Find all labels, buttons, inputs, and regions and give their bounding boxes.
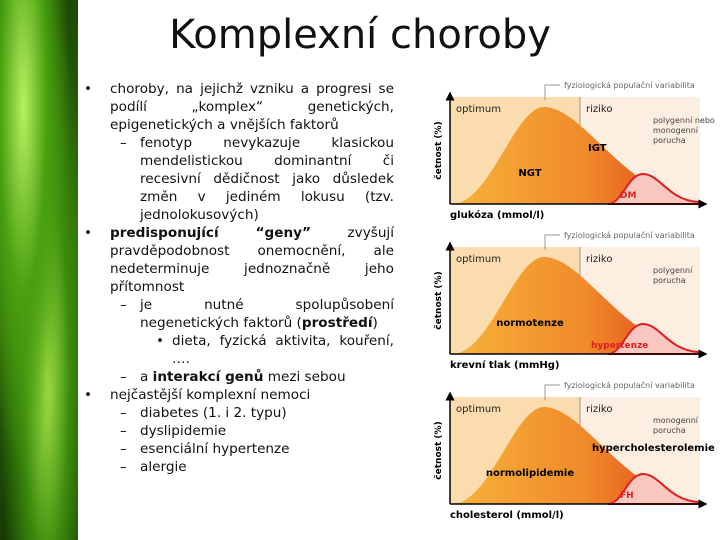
text-run: dieta, fyzická aktivita, kouření, …. [172, 333, 394, 367]
bullet-item: predisponující “geny” zvyšují pravděpodo… [84, 224, 394, 296]
bullet-item: esenciální hypertenze [84, 440, 394, 458]
bullet-item: alergie [84, 458, 394, 476]
variability-pointer [544, 84, 560, 100]
note-label: monogenní porucha [653, 416, 699, 435]
disorder-curve [607, 322, 699, 355]
text-run: diabetes (1. i 2. typu) [140, 405, 287, 421]
variability-pointer [544, 234, 560, 250]
bullet-item: dyslipidemie [84, 422, 394, 440]
bullet-item: a interakcí genů mezi sebou [84, 368, 394, 386]
risk-label: riziko [586, 104, 612, 115]
text-run: alergie [140, 459, 187, 475]
risk-zone-label: hypercholesterolemie [592, 443, 715, 454]
text-run: mezi sebou [263, 369, 346, 385]
disorder-label: hypertenze [591, 341, 648, 351]
bullet-item: fenotyp nevykazuje klasickou mendelistic… [84, 134, 394, 224]
disorder-label: FH [620, 491, 634, 501]
y-axis-label: četnost (%) [433, 121, 444, 179]
bullet-item: choroby, na jejichž vzniku a progresi se… [84, 80, 394, 134]
variability-label: fyziologická populační variabilita [564, 230, 695, 240]
text-run: choroby, na jejichž vzniku a progresi se… [110, 81, 394, 133]
text-run: zvyšují pravděpodobnost onemocnění, ale … [110, 225, 394, 295]
text-run: ) [372, 315, 378, 331]
bullet-item: diabetes (1. i 2. typu) [84, 404, 394, 422]
slide-title: Komplexní choroby [169, 12, 551, 58]
variability-label: fyziologická populační variabilita [564, 80, 695, 90]
risk-zone-label: IGT [588, 143, 607, 154]
variability-pointer [544, 384, 560, 400]
disorder-label: DM [620, 191, 636, 201]
note-label: polygenní nebo monogenní porucha [653, 116, 715, 145]
disorder-curve [607, 172, 699, 205]
main-label: normolipidemie [486, 468, 574, 479]
bullet-item: nejčastější komplexní nemoci [84, 386, 394, 404]
text-run: esenciální hypertenze [140, 441, 290, 457]
text-run: interakcí genů [152, 369, 264, 385]
note-label: polygenní porucha [653, 266, 693, 285]
text-run: a [140, 369, 153, 385]
bullet-list: choroby, na jejichž vzniku a progresi se… [84, 80, 394, 476]
disorder-curve [607, 472, 699, 505]
y-axis-label: četnost (%) [433, 271, 444, 329]
risk-label: riziko [586, 254, 612, 265]
text-run: predisponující “geny” [110, 225, 311, 241]
x-axis-label: glukóza (mmol/l) [450, 209, 544, 221]
x-axis-label: cholesterol (mmol/l) [450, 510, 564, 521]
dna-background [0, 0, 78, 540]
optimum-label: optimum [456, 104, 501, 115]
text-run: dyslipidemie [140, 423, 227, 439]
main-label: NGT [518, 168, 541, 179]
bullet-item: je nutné spolupůsobení negenetických fak… [84, 296, 394, 332]
text-run: prostředí [301, 315, 373, 331]
x-axis-label: krevní tlak (mmHg) [450, 359, 560, 371]
text-run: fenotyp nevykazuje klasickou mendelistic… [140, 135, 394, 223]
main-label: normotenze [496, 318, 564, 329]
y-axis-label: četnost (%) [433, 421, 444, 479]
optimum-label: optimum [456, 254, 501, 265]
bullet-item: dieta, fyzická aktivita, kouření, …. [84, 332, 394, 368]
optimum-label: optimum [456, 404, 501, 415]
text-run: je nutné spolupůsobení negenetických fak… [140, 297, 394, 331]
risk-label: riziko [586, 404, 612, 415]
text-run: nejčastější komplexní nemoci [110, 387, 311, 403]
variability-label: fyziologická populační variabilita [564, 380, 695, 390]
